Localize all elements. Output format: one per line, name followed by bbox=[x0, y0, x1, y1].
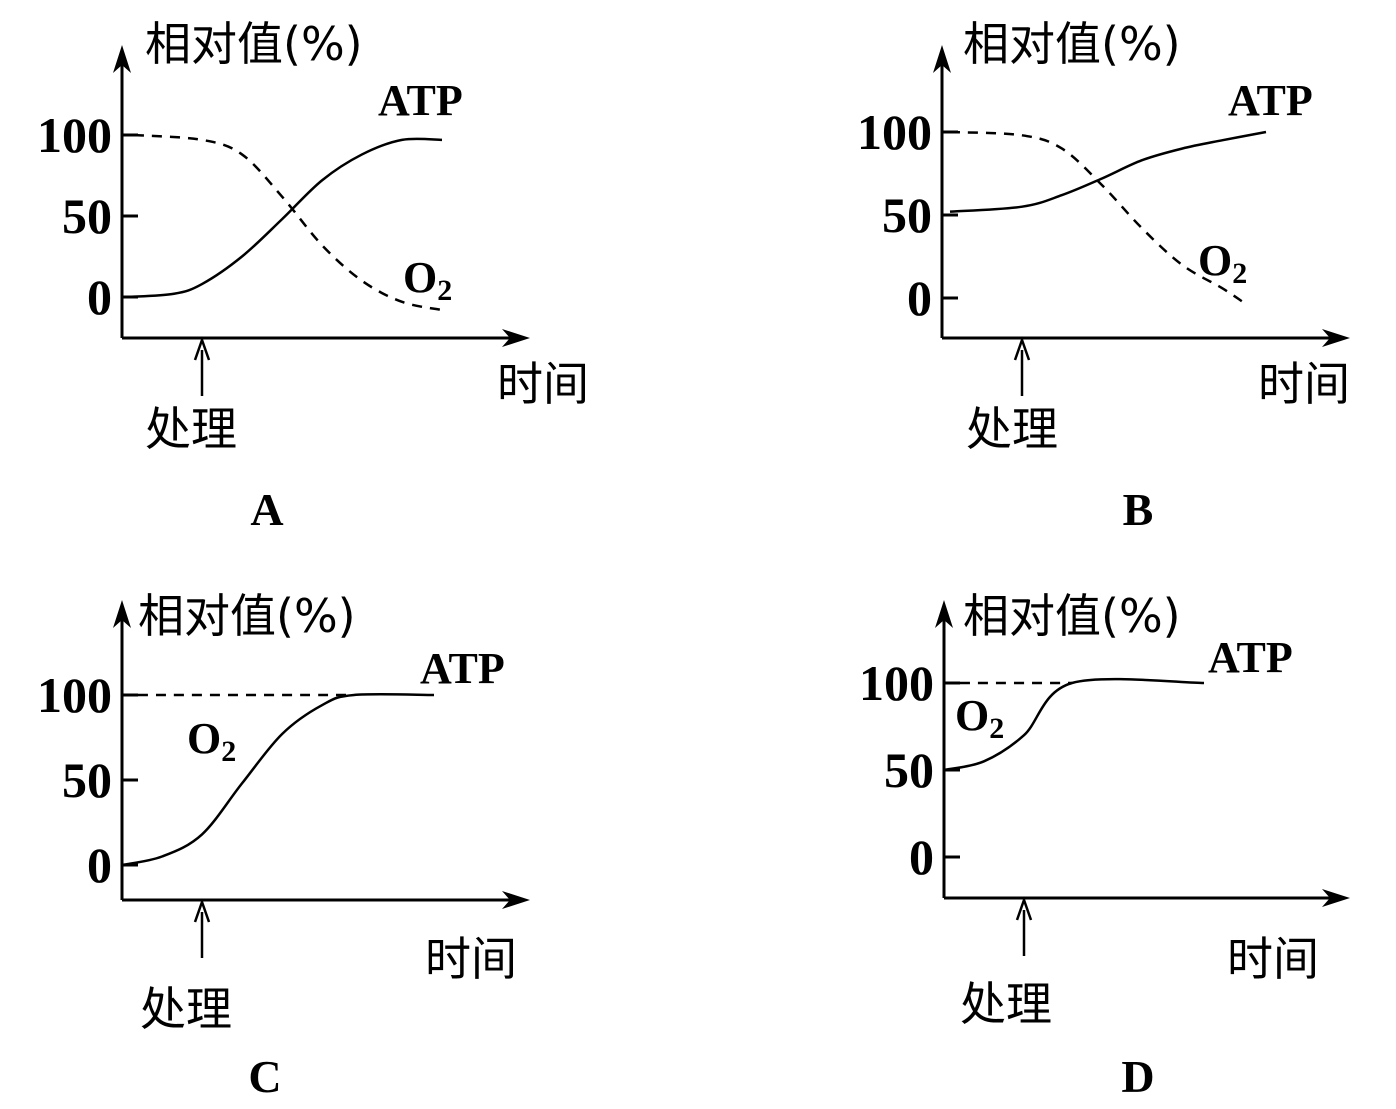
series-atp-line bbox=[949, 130, 1267, 213]
treatment-label: 处理 bbox=[140, 982, 232, 1036]
y-axis-arrow-icon bbox=[935, 600, 953, 628]
y-axis-arrow-icon bbox=[933, 45, 951, 73]
series-label-atp: ATP bbox=[1228, 76, 1313, 125]
series-label-o2: O2 bbox=[955, 691, 1004, 745]
y-tick-label: 100 bbox=[37, 667, 112, 723]
series-label-atp: ATP bbox=[1208, 633, 1293, 682]
series-atp-line bbox=[121, 692, 435, 867]
y-axis-label: 相对值(%) bbox=[963, 589, 1181, 643]
x-axis-arrow-icon bbox=[502, 329, 530, 347]
x-axis-arrow-icon bbox=[1322, 329, 1350, 347]
y-axis-label: 相对值(%) bbox=[963, 17, 1181, 71]
y-axis-label: 相对值(%) bbox=[145, 17, 363, 71]
panel-label: D bbox=[1121, 1051, 1154, 1102]
series-atp-line bbox=[127, 137, 443, 299]
y-tick-label: 0 bbox=[87, 269, 112, 325]
panel-label: B bbox=[1123, 484, 1154, 535]
y-tick-label: 0 bbox=[87, 837, 112, 893]
series-label-o2: O2 bbox=[1198, 236, 1247, 290]
x-axis-arrow-icon bbox=[502, 891, 530, 909]
y-axis-arrow-icon bbox=[113, 600, 131, 628]
panel-label: A bbox=[250, 484, 283, 535]
y-axis-arrow-icon bbox=[113, 45, 131, 73]
y-tick-label: 100 bbox=[857, 104, 932, 160]
y-tick-label: 50 bbox=[62, 188, 112, 244]
treatment-arrow-icon bbox=[1015, 896, 1033, 921]
series-label-atp: ATP bbox=[378, 76, 463, 125]
x-axis-label: 时间 bbox=[1258, 357, 1350, 411]
x-axis-label: 时间 bbox=[425, 932, 517, 986]
y-tick-label: 50 bbox=[882, 187, 932, 243]
x-axis-label: 时间 bbox=[1227, 932, 1319, 986]
panel-label: C bbox=[248, 1051, 281, 1102]
y-axis-label: 相对值(%) bbox=[138, 589, 356, 643]
treatment-arrow-icon bbox=[193, 898, 211, 923]
treatment-label: 处理 bbox=[145, 402, 237, 456]
treatment-arrow-icon bbox=[193, 336, 211, 361]
series-label-o2: O2 bbox=[403, 253, 452, 307]
series-o2-line bbox=[133, 133, 443, 312]
y-tick-label: 0 bbox=[907, 270, 932, 326]
x-axis-label: 时间 bbox=[497, 357, 589, 411]
y-tick-label: 0 bbox=[909, 829, 934, 885]
series-atp-line bbox=[943, 677, 1205, 772]
series-o2-line bbox=[949, 130, 1243, 303]
treatment-arrow-icon bbox=[1013, 336, 1031, 361]
treatment-label: 处理 bbox=[966, 402, 1058, 456]
treatment-label: 处理 bbox=[960, 977, 1052, 1031]
series-label-o2: O2 bbox=[187, 714, 236, 768]
x-axis-arrow-icon bbox=[1322, 889, 1350, 907]
y-tick-label: 50 bbox=[884, 742, 934, 798]
y-tick-label: 100 bbox=[859, 655, 934, 711]
series-label-atp: ATP bbox=[420, 644, 505, 693]
y-tick-label: 100 bbox=[37, 107, 112, 163]
y-tick-label: 50 bbox=[62, 752, 112, 808]
